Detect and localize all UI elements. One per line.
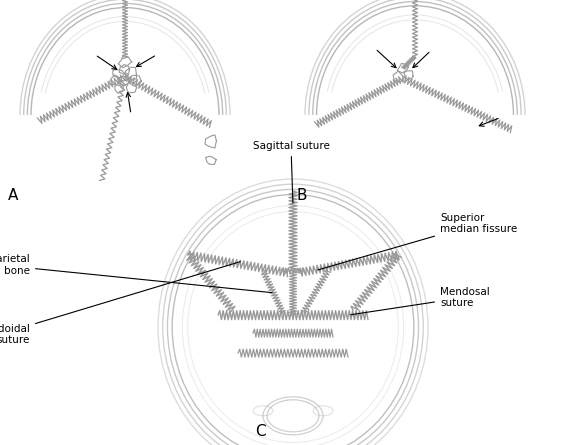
Text: Superior
median fissure: Superior median fissure: [318, 213, 517, 270]
Text: Sagittal suture: Sagittal suture: [253, 141, 329, 203]
Text: Lambdoidal
suture: Lambdoidal suture: [0, 262, 240, 345]
Text: C: C: [255, 424, 266, 439]
Text: A: A: [8, 188, 18, 203]
Text: B: B: [296, 188, 307, 203]
Text: Mendosal
suture: Mendosal suture: [351, 287, 490, 315]
Text: Interparietal
bone: Interparietal bone: [0, 254, 272, 293]
